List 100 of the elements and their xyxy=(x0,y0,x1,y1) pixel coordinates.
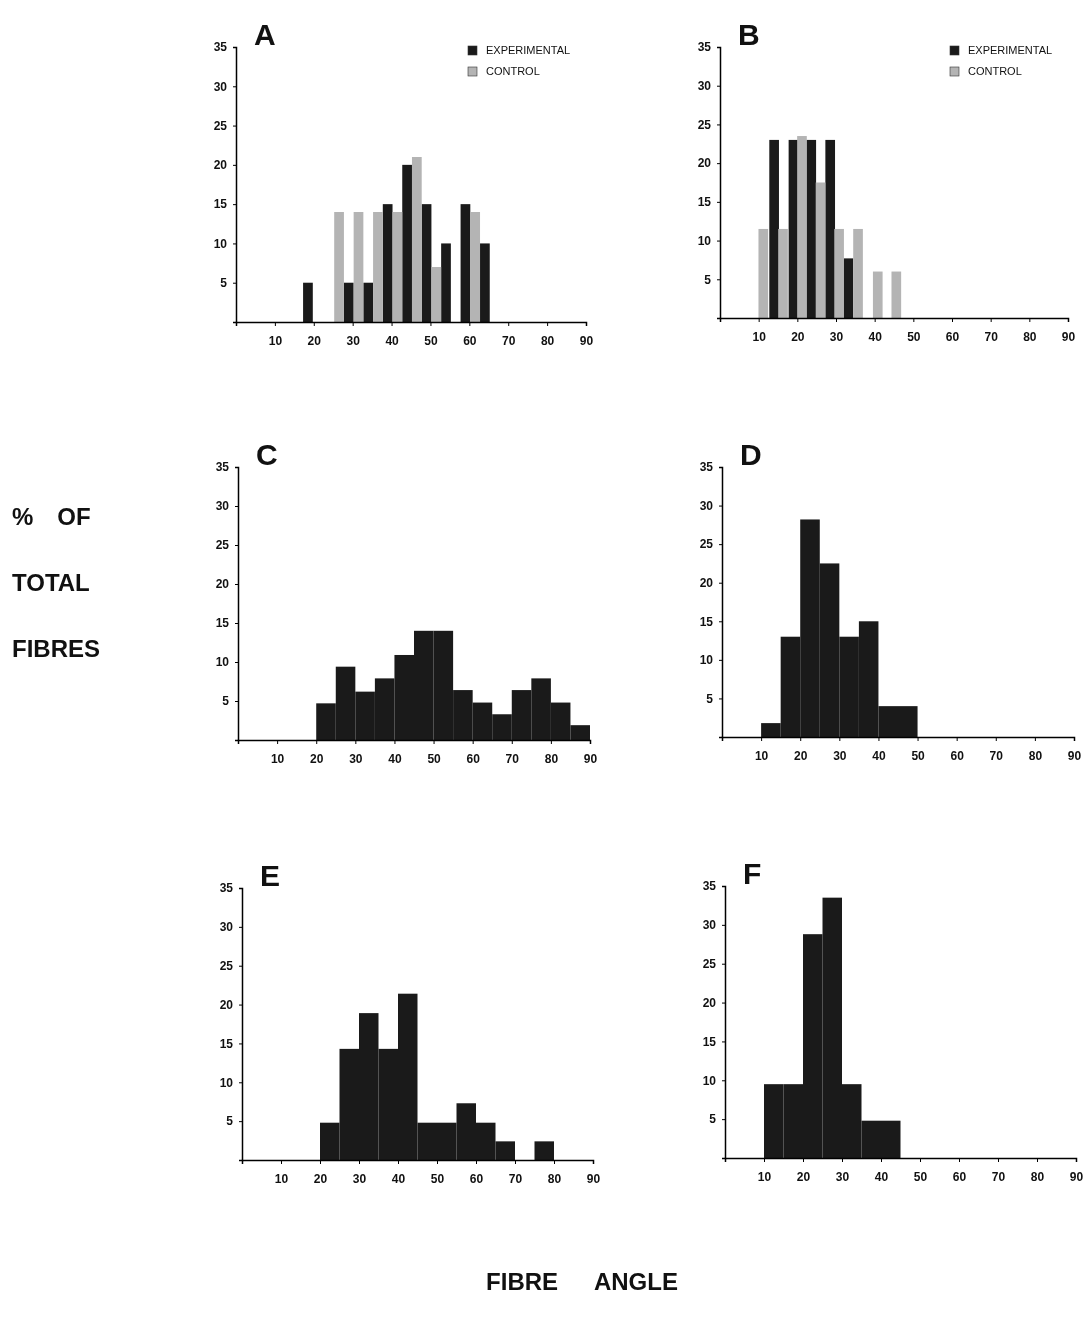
y-tick-label: 10 xyxy=(697,233,712,248)
bar xyxy=(853,228,863,318)
x-tick-label: 10 xyxy=(754,748,769,763)
x-tick-label: 10 xyxy=(270,751,285,766)
bar xyxy=(334,212,344,322)
x-tick-label: 20 xyxy=(310,751,324,766)
y-tick-label: 35 xyxy=(697,40,712,55)
x-tick-label: 40 xyxy=(391,1171,406,1186)
bar xyxy=(470,212,481,322)
legend-label: CONTROL xyxy=(486,65,540,77)
bar xyxy=(891,271,902,318)
x-tick-label: 50 xyxy=(913,1169,928,1184)
bar xyxy=(411,157,422,322)
x-tick-label: 20 xyxy=(313,1171,328,1186)
x-tick-label: 90 xyxy=(586,1171,601,1186)
bar xyxy=(421,204,432,322)
x-tick-label: 20 xyxy=(794,748,808,763)
bar xyxy=(431,267,442,322)
x-tick-label: 60 xyxy=(945,329,960,344)
y-tick-label: 5 xyxy=(220,276,228,291)
y-tick-label: 5 xyxy=(709,1112,717,1127)
y-tick-label: 15 xyxy=(213,197,228,212)
x-tick-label: 90 xyxy=(1067,748,1082,763)
x-tick-label: 10 xyxy=(268,333,283,348)
y-tick-label: 5 xyxy=(704,272,712,287)
x-tick-label: 80 xyxy=(1028,748,1043,763)
y-tick-label: 20 xyxy=(697,156,712,171)
y-tick-label: 15 xyxy=(219,1036,234,1051)
x-tick-label: 60 xyxy=(466,751,481,766)
y-tick-label: 15 xyxy=(697,195,712,210)
x-axis-title: FIBRE ANGLE xyxy=(486,1268,678,1295)
y-tick-label: 5 xyxy=(226,1114,234,1129)
x-tick-label: 90 xyxy=(579,333,594,348)
legend-label: EXPERIMENTAL xyxy=(486,44,571,56)
y-tick-label: 15 xyxy=(215,616,230,631)
y-tick-label: 10 xyxy=(215,655,230,670)
y-tick-label: 15 xyxy=(699,614,714,629)
x-tick-label: 40 xyxy=(874,1169,889,1184)
y-tick-label: 30 xyxy=(219,920,234,935)
legend-label: CONTROL xyxy=(968,65,1022,77)
bar xyxy=(392,212,403,322)
y-tick-label: 25 xyxy=(219,959,234,974)
x-tick-label: 50 xyxy=(424,333,438,348)
y-tick-label: 35 xyxy=(215,460,230,475)
bar xyxy=(825,139,836,318)
x-tick-label: 60 xyxy=(952,1169,967,1184)
y-tick-label: 30 xyxy=(215,499,230,514)
bar xyxy=(353,212,364,322)
x-tick-label: 70 xyxy=(984,329,999,344)
x-tick-label: 70 xyxy=(989,748,1004,763)
x-tick-label: 80 xyxy=(1030,1169,1045,1184)
x-tick-label: 30 xyxy=(346,333,361,348)
chart-title: D xyxy=(740,438,762,471)
y-tick-label: 35 xyxy=(219,881,234,896)
x-tick-label: 40 xyxy=(388,751,402,766)
y-tick-label: 35 xyxy=(702,879,717,894)
bar xyxy=(382,204,393,322)
y-tick-label: 10 xyxy=(702,1073,717,1088)
y-tick-label: 5 xyxy=(706,691,714,706)
x-tick-label: 30 xyxy=(352,1171,367,1186)
x-tick-label: 10 xyxy=(752,329,767,344)
x-tick-label: 10 xyxy=(757,1169,772,1184)
bar xyxy=(815,182,826,318)
x-tick-label: 30 xyxy=(829,329,844,344)
bar xyxy=(834,228,844,318)
x-tick-label: 90 xyxy=(1061,329,1076,344)
bar xyxy=(806,139,817,318)
x-tick-label: 40 xyxy=(868,329,883,344)
y-tick-label: 20 xyxy=(213,158,228,173)
bar xyxy=(480,243,490,322)
x-tick-label: 30 xyxy=(833,748,847,763)
y-tick-label: 10 xyxy=(699,653,714,668)
x-tick-label: 50 xyxy=(907,329,921,344)
chart-title: C xyxy=(256,438,278,471)
y-tick-label: 30 xyxy=(702,918,717,933)
y-tick-label: 30 xyxy=(699,498,714,513)
bar xyxy=(441,243,451,322)
y-tick-label: 15 xyxy=(702,1034,717,1049)
y-tick-label: 25 xyxy=(697,117,712,132)
x-tick-label: 30 xyxy=(349,751,363,766)
x-tick-label: 80 xyxy=(544,751,559,766)
y-tick-label: 20 xyxy=(702,995,717,1010)
y-tick-label: 10 xyxy=(219,1075,234,1090)
y-tick-label: 25 xyxy=(702,957,717,972)
y-tick-label: 35 xyxy=(699,460,714,475)
x-tick-label: 50 xyxy=(427,751,442,766)
bar xyxy=(872,271,883,318)
bar xyxy=(460,204,471,322)
legend-label: EXPERIMENTAL xyxy=(968,44,1053,56)
chart-title: A xyxy=(254,18,276,51)
bar xyxy=(778,228,788,318)
y-tick-label: 5 xyxy=(222,694,230,709)
y-tick-label: 20 xyxy=(215,577,230,592)
x-tick-label: 90 xyxy=(1069,1169,1084,1184)
chart-title: E xyxy=(260,859,281,892)
x-tick-label: 80 xyxy=(540,333,555,348)
x-tick-label: 10 xyxy=(274,1171,289,1186)
x-tick-label: 60 xyxy=(463,333,477,348)
y-tick-label: 20 xyxy=(219,997,234,1012)
y-tick-label: 10 xyxy=(213,236,228,251)
